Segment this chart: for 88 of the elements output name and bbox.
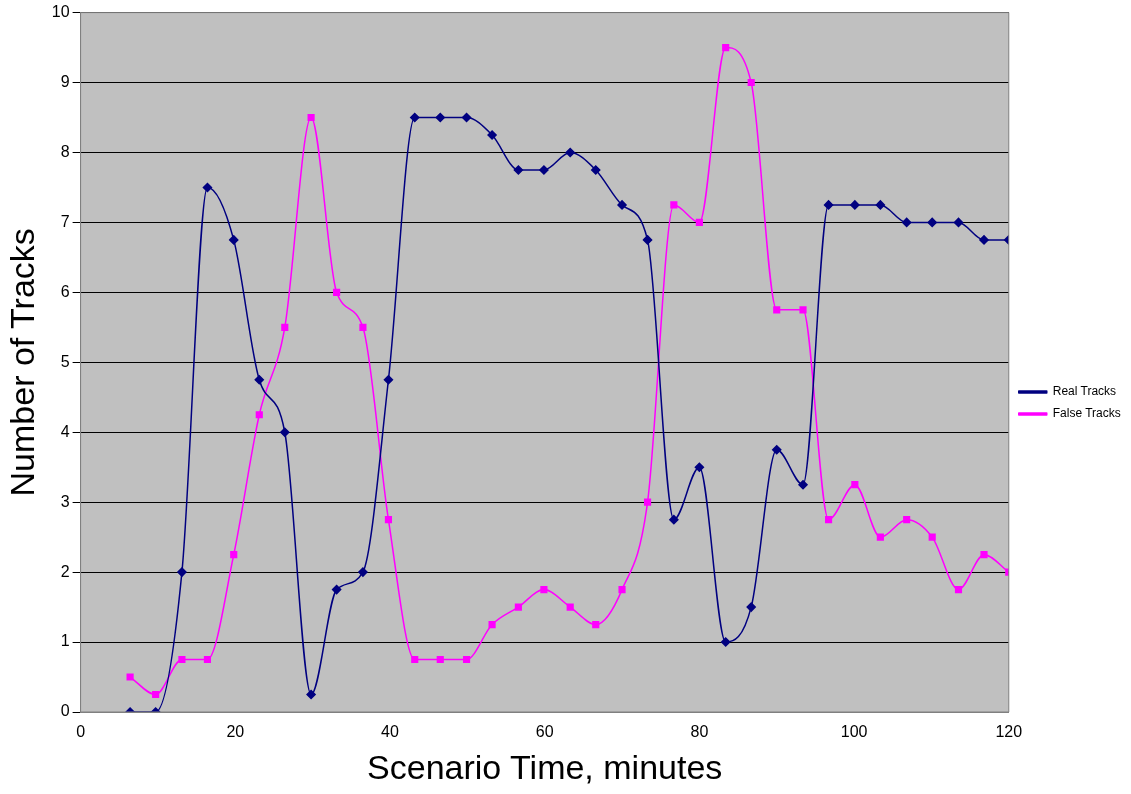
point: [359, 323, 367, 331]
point: [954, 586, 963, 594]
point: [824, 516, 833, 524]
y-tick-label: 0: [60, 702, 70, 720]
point: [592, 621, 600, 629]
point: [618, 586, 626, 594]
point: [823, 200, 834, 210]
y-tick-label: 1: [60, 632, 70, 650]
point: [798, 479, 808, 490]
point: [953, 217, 964, 228]
y-tick-label: 3: [60, 492, 70, 510]
point: [384, 516, 393, 524]
y-tick-label: 2: [60, 562, 70, 580]
x-tick-label: 0: [76, 723, 86, 741]
point: [409, 112, 420, 123]
point: [669, 514, 679, 525]
point: [540, 586, 548, 594]
point: [771, 444, 782, 455]
point: [617, 200, 627, 210]
x-tick-label: 60: [535, 723, 554, 741]
point: [850, 200, 860, 210]
point: [773, 306, 781, 314]
point: [230, 551, 238, 559]
point: [488, 621, 496, 629]
point: [903, 516, 911, 524]
point: [229, 235, 239, 245]
point: [383, 375, 394, 385]
x-axis-title: Scenario Time, minutes: [367, 747, 723, 786]
point: [126, 673, 134, 681]
legend-label: False Tracks: [1052, 406, 1121, 421]
point: [980, 551, 988, 559]
x-tick-label: 20: [226, 723, 245, 741]
point: [590, 165, 601, 175]
point: [566, 603, 574, 611]
point: [203, 655, 212, 664]
point: [461, 112, 472, 123]
point: [747, 78, 755, 87]
point: [876, 533, 884, 541]
point: [331, 584, 342, 595]
point: [177, 567, 187, 577]
point: [720, 637, 731, 647]
y-tick-label: 10: [51, 3, 70, 21]
y-tick-label: 4: [60, 422, 70, 440]
point: [333, 288, 341, 296]
y-tick-label: 9: [60, 72, 70, 90]
point: [178, 655, 186, 664]
point: [901, 217, 912, 228]
y-axis-title: Number of Tracks: [2, 228, 41, 497]
point: [254, 375, 265, 385]
point: [851, 481, 859, 489]
y-tick-label: 6: [60, 282, 70, 300]
point: [539, 165, 549, 175]
point: [202, 182, 213, 193]
point: [487, 130, 497, 140]
point: [746, 602, 756, 612]
point: [152, 690, 160, 699]
point: [358, 567, 368, 577]
x-tick-label: 120: [995, 723, 1023, 741]
point: [722, 43, 730, 52]
x-tick-label: 100: [840, 723, 868, 741]
point: [435, 112, 446, 123]
point: [306, 689, 316, 700]
x-tick-label: 80: [690, 723, 709, 741]
point: [565, 147, 575, 158]
y-tick-label: 7: [60, 212, 70, 230]
point: [436, 655, 444, 664]
point: [642, 235, 653, 245]
point: [670, 201, 678, 209]
point: [875, 200, 886, 210]
point: [927, 217, 937, 228]
point: [514, 603, 522, 611]
point: [643, 498, 652, 506]
point: [255, 411, 263, 419]
x-tick-label: 40: [381, 723, 399, 741]
point: [307, 113, 315, 122]
point: [513, 165, 524, 175]
point: [281, 323, 289, 331]
point: [280, 427, 290, 437]
point: [695, 218, 703, 226]
point: [799, 306, 807, 314]
point: [462, 655, 471, 664]
legend-label: Real Tracks: [1052, 384, 1117, 399]
point: [979, 235, 989, 245]
point: [928, 533, 936, 541]
point: [694, 462, 705, 472]
y-tick-label: 5: [60, 352, 70, 370]
y-tick-label: 8: [60, 142, 70, 160]
point: [411, 655, 419, 664]
